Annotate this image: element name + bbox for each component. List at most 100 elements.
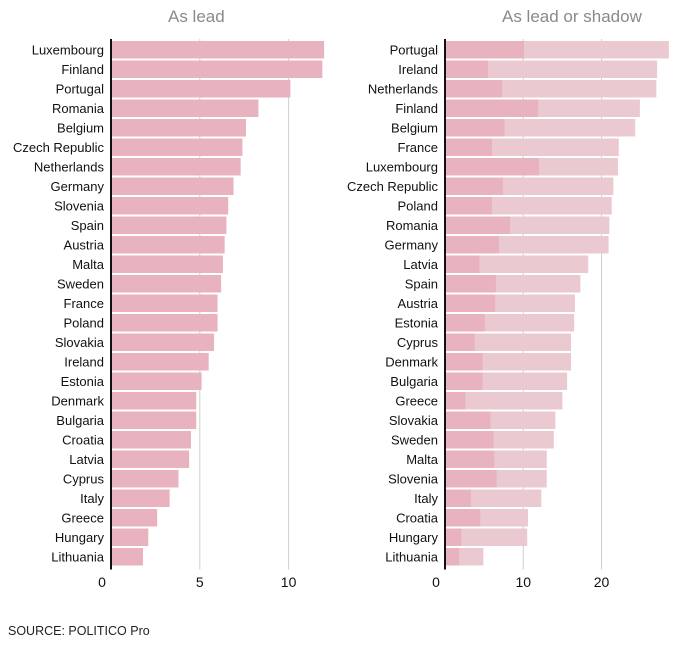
bar-lead xyxy=(445,80,503,98)
category-label: Ireland xyxy=(64,355,104,370)
bar-lead xyxy=(445,353,483,371)
category-label: Bulgaria xyxy=(56,413,104,428)
source-note: SOURCE: POLITICO Pro xyxy=(8,624,150,638)
category-label: Luxembourg xyxy=(32,43,104,58)
category-label: Romania xyxy=(52,101,105,116)
category-label: Denmark xyxy=(51,394,104,409)
bar xyxy=(111,138,243,156)
category-label: Denmark xyxy=(385,355,438,370)
category-label: Germany xyxy=(51,179,105,194)
category-label: Malta xyxy=(72,257,105,272)
bar-lead xyxy=(445,489,471,507)
category-label: Austria xyxy=(398,296,439,311)
bar xyxy=(111,548,143,566)
bar xyxy=(111,216,227,234)
bar-lead xyxy=(445,177,503,195)
bar-lead xyxy=(445,372,483,390)
bar-total xyxy=(445,528,528,546)
bar-total xyxy=(445,60,658,78)
bar-lead xyxy=(445,470,497,488)
bar-lead xyxy=(445,255,480,273)
category-label: Poland xyxy=(398,199,438,214)
bar-lead xyxy=(445,99,539,117)
bar-lead xyxy=(445,41,525,59)
bar xyxy=(111,333,215,351)
bar-total xyxy=(445,333,572,351)
category-label: Bulgaria xyxy=(390,374,438,389)
bar-lead xyxy=(445,197,492,215)
chart-title: As lead or shadow xyxy=(502,7,643,26)
category-label: Belgium xyxy=(391,121,438,136)
bar xyxy=(111,353,209,371)
category-label: Spain xyxy=(71,218,104,233)
bar-lead xyxy=(445,275,496,293)
category-label: Lithuania xyxy=(385,550,439,565)
category-label: Sweden xyxy=(57,277,104,292)
category-label: Romania xyxy=(386,218,439,233)
bar xyxy=(111,158,241,176)
category-label: Slovenia xyxy=(54,199,105,214)
category-label: Estonia xyxy=(61,374,105,389)
category-label: Slovakia xyxy=(389,413,439,428)
bar xyxy=(111,275,222,293)
category-label: Poland xyxy=(64,316,104,331)
category-label: Croatia xyxy=(396,511,439,526)
category-label: Latvia xyxy=(69,452,104,467)
bar-lead xyxy=(445,119,505,137)
bar xyxy=(111,431,191,449)
tick-label: 5 xyxy=(196,574,204,590)
bar xyxy=(111,411,197,429)
category-label: Greece xyxy=(61,511,104,526)
bar-lead xyxy=(445,236,500,254)
bar xyxy=(111,80,291,98)
bar-lead xyxy=(445,528,462,546)
tick-label: 10 xyxy=(281,574,297,590)
bar xyxy=(111,197,229,215)
bar-lead xyxy=(445,333,475,351)
category-label: Croatia xyxy=(62,433,105,448)
bar-lead xyxy=(445,509,481,527)
bar xyxy=(111,528,149,546)
category-label: Portugal xyxy=(390,43,439,58)
bar xyxy=(111,489,170,507)
category-label: Hungary xyxy=(55,530,105,545)
bar-lead xyxy=(445,138,492,156)
category-label: Estonia xyxy=(395,316,439,331)
category-label: Italy xyxy=(80,491,104,506)
bar xyxy=(111,509,158,527)
category-label: Netherlands xyxy=(368,82,439,97)
category-label: Malta xyxy=(406,452,439,467)
tick-label: 20 xyxy=(594,574,610,590)
bar xyxy=(111,255,223,273)
tick-label: 0 xyxy=(432,574,440,590)
category-label: Czech Republic xyxy=(13,140,105,155)
bar xyxy=(111,236,225,254)
bar-total xyxy=(445,392,563,410)
category-label: Cyprus xyxy=(397,335,439,350)
bar xyxy=(111,294,218,312)
bar-lead xyxy=(445,158,539,176)
category-label: Belgium xyxy=(57,121,104,136)
bar-lead xyxy=(445,392,466,410)
bar xyxy=(111,372,202,390)
category-label: Germany xyxy=(385,238,439,253)
category-label: France xyxy=(398,140,438,155)
chart-title: As lead xyxy=(168,7,225,26)
bar xyxy=(111,392,197,410)
bar-total xyxy=(445,255,589,273)
category-label: Sweden xyxy=(391,433,438,448)
category-label: Luxembourg xyxy=(366,160,438,175)
category-label: Hungary xyxy=(389,530,439,545)
charts-svg: As lead Luxembourg Finland Portugal Romania B… xyxy=(13,7,669,590)
bar xyxy=(111,60,323,78)
category-label: Lithuania xyxy=(51,550,105,565)
bar xyxy=(111,177,234,195)
category-label: Cyprus xyxy=(63,472,105,487)
category-label: Netherlands xyxy=(34,160,105,175)
category-label: Latvia xyxy=(403,257,438,272)
tick-label: 10 xyxy=(515,574,531,590)
bar-lead xyxy=(445,431,494,449)
category-label: Portugal xyxy=(56,82,105,97)
bar-lead xyxy=(445,450,495,468)
category-label: Ireland xyxy=(398,62,438,77)
